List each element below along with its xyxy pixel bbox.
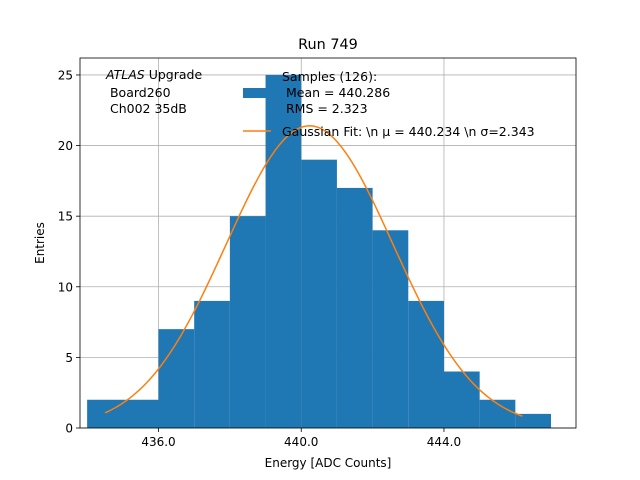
legend-fit-label: Gaussian Fit: \n μ = 440.234 \n σ=2.343 — [282, 124, 535, 139]
legend: Samples (126): Mean = 440.286 RMS = 2.32… — [243, 69, 535, 139]
experiment-annotation: ATLAS Upgrade Board260 Ch002 35dB — [105, 67, 202, 116]
x-axis-ticks: 436.0 440.0 444.0 — [141, 428, 461, 449]
histogram-bar — [265, 74, 302, 428]
y-tick-label: 25 — [58, 68, 73, 82]
x-tick-label: 440.0 — [284, 435, 318, 449]
annotation-line-3: Ch002 35dB — [106, 101, 187, 116]
y-axis-ticks: 0 5 10 15 20 25 — [58, 68, 80, 436]
y-tick-label: 20 — [58, 139, 73, 153]
x-axis-label: Energy [ADC Counts] — [265, 456, 392, 470]
histogram-bar — [515, 413, 552, 428]
y-axis-label: Entries — [33, 222, 47, 264]
histogram-bar — [372, 230, 409, 428]
x-tick-label: 444.0 — [427, 435, 461, 449]
histogram-bars — [87, 74, 552, 428]
axes-frame — [79, 57, 577, 429]
legend-histogram-swatch — [243, 88, 271, 98]
y-tick-label: 10 — [58, 280, 73, 294]
legend-hist-line-3: RMS = 2.323 — [282, 101, 368, 116]
histogram-bar — [194, 300, 230, 428]
annotation-italic-word: ATLAS — [105, 67, 145, 82]
histogram-bar — [408, 300, 444, 428]
y-tick-label: 5 — [65, 351, 73, 365]
y-tick-label: 15 — [58, 210, 73, 224]
annotation-line-1: ATLAS Upgrade — [105, 67, 202, 82]
legend-hist-line-2: Mean = 440.286 — [282, 85, 390, 100]
histogram-bar — [87, 399, 159, 428]
histogram-bar — [443, 371, 480, 428]
histogram-bar — [158, 329, 195, 428]
gaussian-fit-curve — [104, 125, 523, 417]
histogram-bar — [229, 216, 266, 428]
histogram-bar — [301, 159, 337, 428]
annotation-rest: Upgrade — [145, 67, 203, 82]
legend-hist-line-1: Samples (126): — [282, 69, 377, 84]
y-tick-label: 0 — [65, 422, 73, 436]
annotation-line-2: Board260 — [106, 85, 171, 100]
x-tick-label: 436.0 — [141, 435, 175, 449]
chart-title: Run 749 — [298, 37, 358, 53]
histogram-bar — [336, 187, 373, 428]
